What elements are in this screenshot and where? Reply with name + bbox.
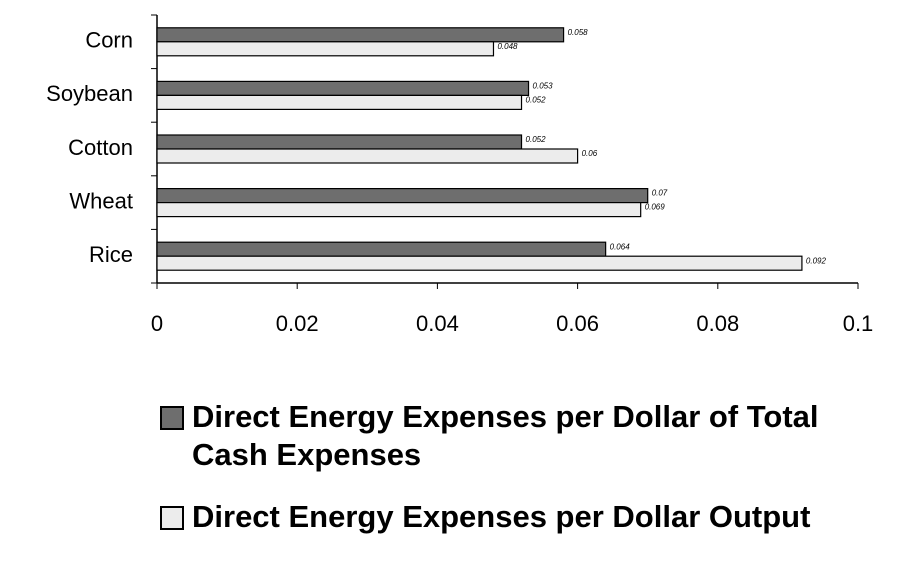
data-label: 0.052 — [526, 96, 547, 105]
chart: 0 0.02 0.04 0.06 0.08 0.1 Corn 0.058 0.048 Soybea… — [46, 14, 874, 336]
legend-swatch — [160, 406, 184, 430]
bar — [156, 80, 530, 97]
legend-item: Direct Energy Expenses per Dollar of Tot… — [160, 398, 898, 474]
data-label: 0.058 — [568, 28, 589, 37]
legend-item: Direct Energy Expenses per Dollar Output — [160, 498, 898, 536]
data-label: 0.07 — [652, 189, 668, 198]
data-label: 0.048 — [497, 42, 518, 51]
bar — [156, 202, 642, 218]
data-label: 0.069 — [645, 203, 666, 212]
bar — [156, 41, 495, 57]
bar — [156, 241, 607, 257]
y-tick-label: Cotton — [68, 135, 133, 160]
bar — [156, 27, 565, 43]
data-label: 0.064 — [610, 242, 631, 251]
legend-label: Direct Energy Expenses per Dollar of Tot… — [192, 399, 819, 472]
bar — [156, 255, 803, 271]
y-tick-label: Soybean — [46, 81, 133, 106]
x-tick-label: 0.02 — [276, 311, 319, 336]
x-tick-label: 0.04 — [416, 311, 459, 336]
y-tick-label: Rice — [89, 242, 133, 267]
y-tick-label: Corn — [85, 28, 133, 53]
bar — [156, 188, 649, 204]
data-label: 0.053 — [533, 82, 554, 91]
x-tick-label: 0.06 — [556, 311, 599, 336]
bar — [156, 94, 523, 111]
x-tick-label: 0.1 — [843, 311, 874, 336]
legend-swatch — [160, 506, 184, 530]
bar — [156, 134, 523, 150]
y-tick-label: Wheat — [69, 188, 133, 213]
bar — [156, 148, 579, 164]
data-label: 0.06 — [582, 149, 598, 158]
legend-label: Direct Energy Expenses per Dollar Output — [192, 499, 811, 534]
data-label: 0.052 — [526, 135, 547, 144]
data-label: 0.092 — [806, 256, 827, 265]
x-tick-label: 0.08 — [696, 311, 739, 336]
x-tick-label: 0 — [151, 311, 163, 336]
